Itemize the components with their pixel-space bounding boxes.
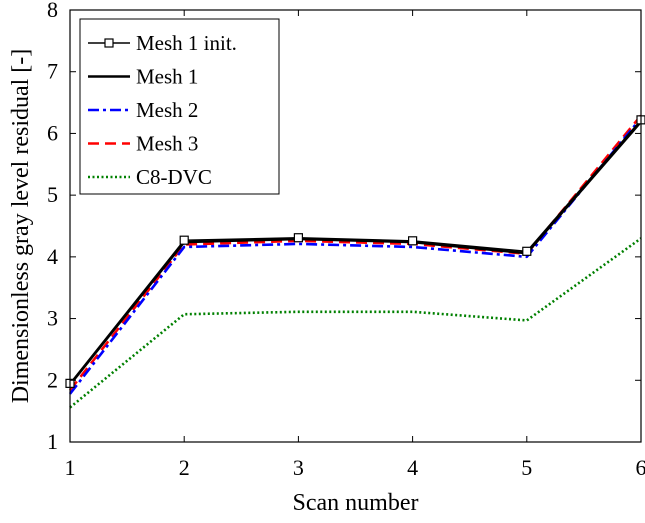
y-axis-label: Dimensionless gray level residual [-]: [8, 49, 34, 404]
y-tick-label: 7: [47, 59, 58, 84]
x-axis: 1 2 3 4 5 6: [65, 10, 645, 480]
legend-label: Mesh 3: [136, 132, 198, 156]
series-marker: [522, 246, 532, 256]
series-marker: [293, 233, 303, 243]
y-tick-label: 8: [47, 0, 58, 22]
series-line-0: [69, 119, 642, 384]
x-tick-label: 3: [293, 455, 304, 480]
series-line-1: [68, 120, 642, 386]
y-tick-label: 3: [47, 306, 58, 331]
legend-label: Mesh 1 init.: [136, 31, 237, 55]
series-marker: [408, 236, 418, 246]
legend-box: [79, 18, 280, 195]
y-tick-label: 6: [47, 120, 58, 145]
y-tick-label: 1: [47, 429, 58, 454]
legend-label: Mesh 2: [136, 98, 198, 122]
series-marker: [179, 235, 189, 245]
x-tick-label: 4: [407, 455, 418, 480]
x-axis-label: Scan number: [293, 490, 419, 516]
legend-marker: [104, 38, 114, 48]
y-tick-label: 5: [47, 182, 58, 207]
legend-label: C8-DVC: [136, 165, 212, 189]
y-tick-label: 2: [47, 367, 58, 392]
legend: Mesh 1 init. Mesh 1 Mesh 2 Mesh 3 C8-DVC: [79, 18, 280, 195]
x-tick-label: 2: [179, 455, 190, 480]
series-line-2: [68, 117, 643, 395]
y-axis: 1 2 3 4 5 6 7 8: [47, 0, 641, 454]
series-line-4: [69, 237, 642, 409]
plot-frame: [69, 9, 642, 443]
y-tick-label: 4: [47, 244, 58, 269]
legend-label: Mesh 1: [136, 65, 198, 89]
series-layer: [65, 114, 645, 409]
x-tick-label: 1: [65, 455, 76, 480]
x-tick-label: 6: [636, 455, 645, 480]
x-tick-label: 5: [521, 455, 532, 480]
series-line-3: [68, 114, 643, 391]
